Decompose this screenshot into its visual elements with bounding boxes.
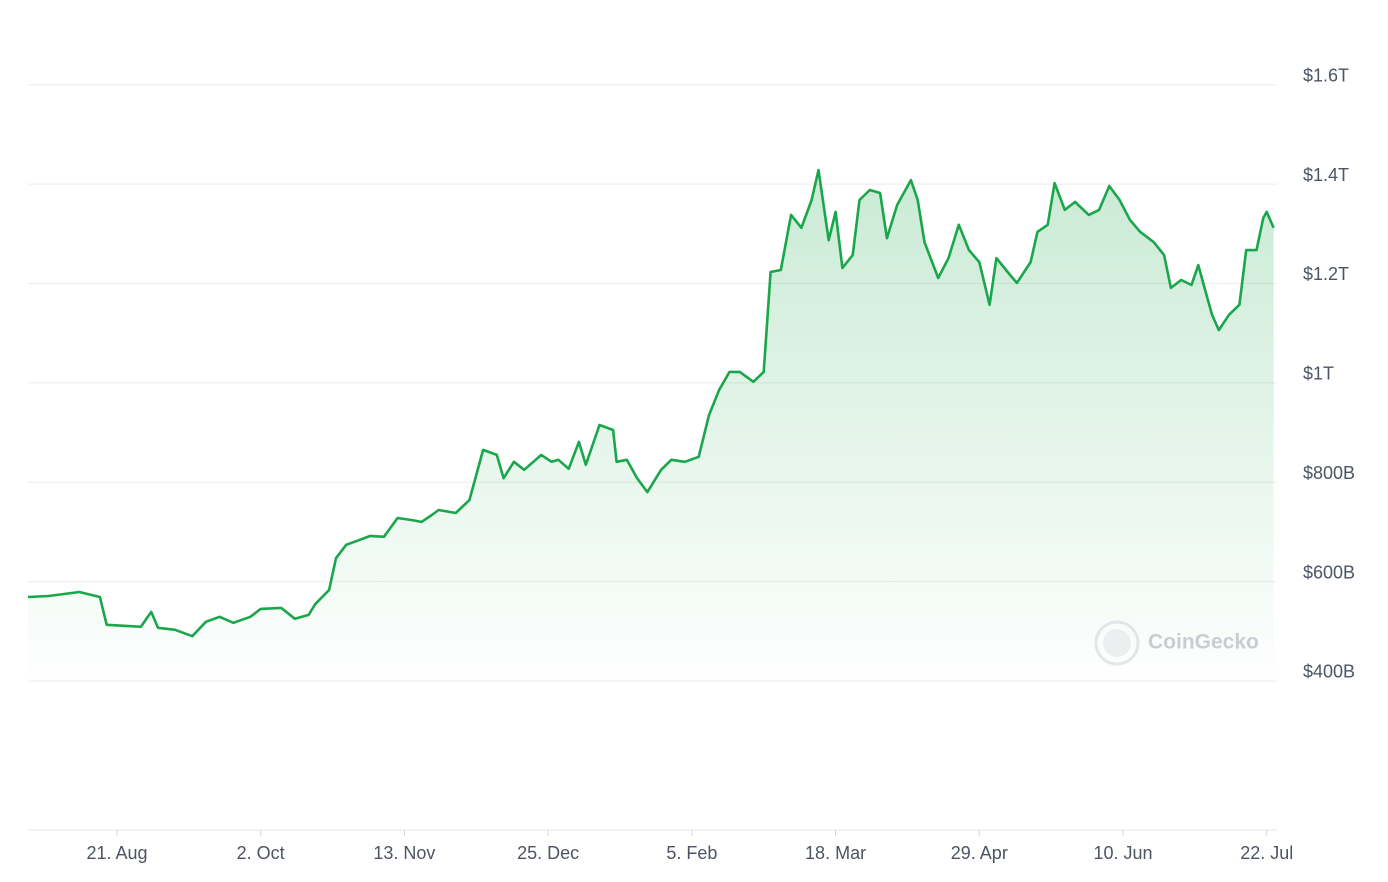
watermark-logo [1094,620,1140,666]
x-tick-label: 29. Apr [951,843,1008,863]
x-tick-label: 25. Dec [517,843,579,863]
x-tick-label: 5. Feb [666,843,717,863]
area [28,170,1274,831]
x-tick-label: 10. Jun [1093,843,1152,863]
y-tick-label: $1.2T [1303,264,1349,284]
x-tick-label: 2. Oct [237,843,285,863]
x-tick-label: 18. Mar [805,843,866,863]
y-tick-label: $1.4T [1303,165,1349,185]
y-tick-label: $800B [1303,463,1355,483]
x-tick-label: 21. Aug [86,843,147,863]
watermark: CoinGecko [1148,631,1259,654]
y-tick-label: $1.6T [1303,65,1349,85]
line [27,168,1275,638]
y-tick-label: $1T [1303,364,1334,384]
y-tick-label: $600B [1303,562,1355,582]
x-tick-label: 22. Jul [1240,843,1293,863]
y-tick-label: $400B [1303,662,1355,682]
x-tick-label: 13. Nov [373,843,435,863]
